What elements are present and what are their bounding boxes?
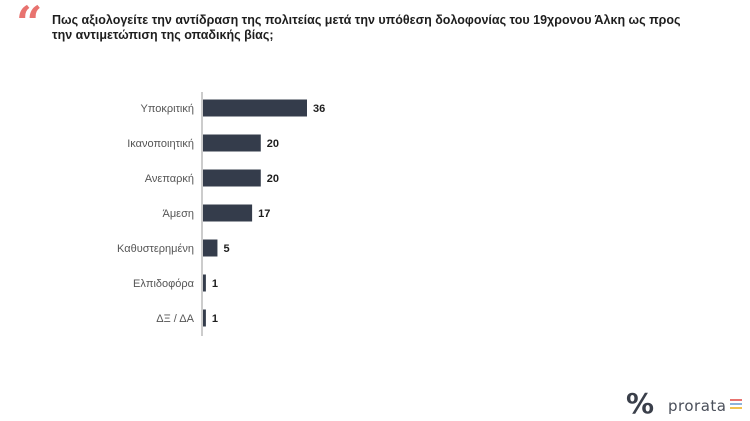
quote-mark: “: [16, 0, 43, 50]
prorata-logo: % prorata: [626, 387, 744, 420]
percent-logo-icon: %: [626, 387, 655, 420]
bars-group: Υποκριτική 36 Ικανοποιητική 20 Ανεπαρκή 20 Άμε…: [117, 99, 325, 327]
value-label: 20: [267, 138, 279, 150]
value-label: 17: [258, 208, 270, 220]
bar: [203, 274, 206, 292]
value-label: 20: [267, 173, 279, 185]
logo-color-bar: [730, 403, 742, 405]
value-label: 1: [212, 278, 218, 290]
logo-text: prorata: [668, 397, 727, 415]
category-label: Υποκριτική: [141, 103, 195, 115]
bar: [203, 309, 206, 327]
bar: [203, 169, 261, 187]
bar: [203, 239, 218, 257]
category-label: ΔΞ / ΔΑ: [156, 313, 194, 325]
category-label: Ανεπαρκή: [145, 173, 194, 185]
logo-bars-icon: [730, 399, 742, 413]
category-label: Καθυστερημένη: [117, 243, 194, 255]
category-label: Ικανοποιητική: [127, 138, 194, 150]
value-label: 5: [223, 243, 229, 255]
logo-color-bar: [730, 407, 742, 409]
bar: [203, 134, 261, 152]
value-label: 1: [212, 313, 218, 325]
category-label: Άμεση: [163, 208, 195, 220]
chart-title: Πως αξιολογείτε την αντίδραση της πολιτε…: [52, 13, 681, 42]
value-label: 36: [313, 103, 325, 115]
logo-color-bar: [730, 399, 742, 401]
category-label: Ελπιδοφόρα: [133, 278, 195, 290]
bar: [203, 99, 307, 117]
bar: [203, 204, 253, 222]
